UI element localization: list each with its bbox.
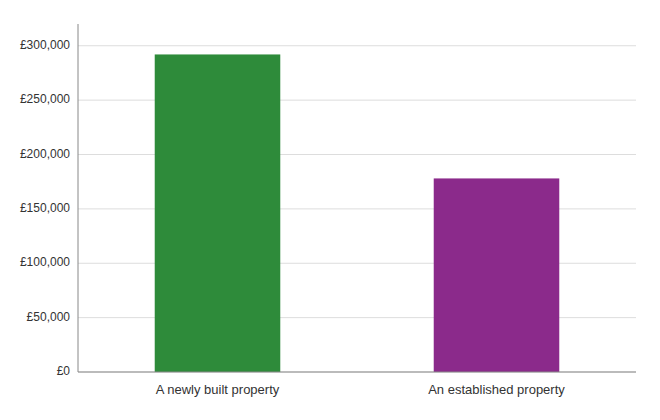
bar	[434, 178, 560, 372]
grid-line	[78, 45, 636, 46]
chart: £0 £50,000 £100,000 £150,000 £200,000 £250,00…	[0, 0, 660, 420]
y-axis-line	[78, 24, 79, 372]
x-axis-line	[78, 372, 636, 373]
y-tick-label: £150,000	[20, 201, 70, 215]
bars	[155, 54, 560, 372]
y-tick-label: £300,000	[20, 38, 70, 52]
grid-line	[78, 372, 636, 373]
y-ticks: £0 £50,000 £100,000 £150,000 £200,000 £250,00…	[20, 38, 70, 378]
x-tick-label: An established property	[428, 382, 565, 397]
y-tick-label: £0	[57, 364, 71, 378]
y-tick-label: £250,000	[20, 92, 70, 106]
y-tick-label: £100,000	[20, 255, 70, 269]
grid	[78, 46, 636, 372]
x-tick-label: A newly built property	[156, 382, 280, 397]
y-tick-label: £50,000	[27, 310, 71, 324]
x-ticks: A newly built property An established pro…	[156, 382, 566, 397]
bar	[155, 54, 281, 372]
y-tick-label: £200,000	[20, 147, 70, 161]
